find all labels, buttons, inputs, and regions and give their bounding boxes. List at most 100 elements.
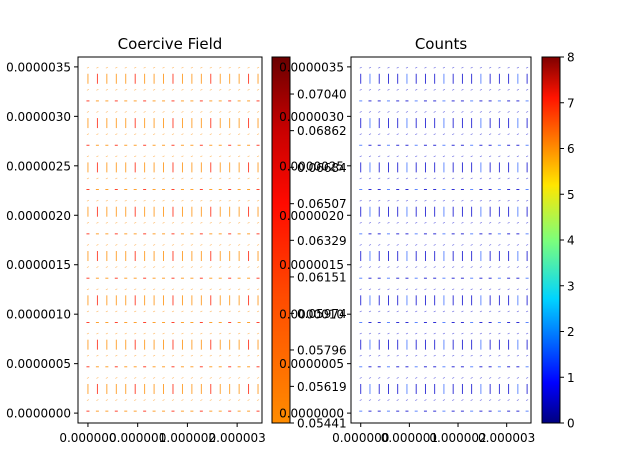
quiver-arrow [162,244,165,246]
quiver-arrow [200,133,203,135]
quiver-arrow [507,310,510,313]
quiver-arrow [470,266,473,268]
quiver-arrow [516,266,520,268]
quiver-arrow [442,221,446,224]
quiver-arrow [498,155,501,158]
quiver-arrow [115,89,118,91]
quiver-arrow [143,310,146,313]
quiver-arrow [96,354,99,357]
quiver-arrow [152,133,156,135]
quiver-arrow [209,310,212,313]
quiver-arrow [415,111,418,113]
quiver-arrow [442,310,446,313]
quiver-arrow [162,199,165,202]
quiver-arrow [498,199,501,202]
quiver-arrow [228,155,231,158]
quiver-arrow [200,177,203,180]
quiver-arrow [498,66,501,69]
quiver-arrow [181,399,184,401]
colorbar-tick-label: 0.06151 [297,270,347,284]
quiver-arrow [387,66,390,69]
quiver-arrow [134,133,137,135]
quiver-arrow [488,89,492,91]
quiver-arrow [516,310,520,313]
quiver-arrow [152,310,156,313]
quiver-arrow [105,221,108,224]
quiver-arrow [181,111,184,113]
quiver-arrow [359,111,362,113]
quiver-arrow [143,66,146,69]
quiver-arrow [162,332,165,335]
quiver-arrow [237,177,241,180]
quiver-arrow [488,377,492,379]
quiver-arrow [525,288,529,291]
quiver-arrow [359,221,362,224]
quiver-arrow [525,89,529,91]
quiver-arrow [470,111,473,113]
quiver-arrow [143,288,146,291]
quiver-arrow [162,399,165,401]
quiver-arrow [171,399,175,401]
x-tick-label: 0.000001 [109,431,166,445]
quiver-arrow [507,66,510,69]
quiver-arrow [498,221,501,224]
quiver-arrow [470,177,473,180]
quiver-arrow [452,399,455,401]
quiver-arrow [247,111,250,113]
quiver-arrow [190,111,194,113]
quiver-arrow [134,155,137,158]
quiver-arrow [405,221,409,224]
quiver-arrow [405,354,409,357]
quiver-arrow [162,377,165,379]
quiver-arrow [228,310,231,313]
quiver-arrow [498,177,501,180]
quiver-arrow [115,221,118,224]
quiver-arrow [190,177,194,180]
quiver-arrow [498,399,501,401]
quiver-arrow [387,399,390,401]
quiver-arrow [96,133,99,135]
quiver-arrow [387,155,390,158]
quiver-arrow [237,310,241,313]
x-axis: 0.0000000.0000010.0000020.000003 [332,423,535,445]
quiver-arrow [256,155,260,158]
quiver-arrow [171,354,175,357]
quiver-arrow [256,133,260,135]
quiver-arrow [525,133,529,135]
quiver-arrow [452,221,455,224]
quiver-arrow [247,133,250,135]
quiver-arrow [396,332,399,335]
quiver-arrow [247,155,250,158]
quiver-arrow [387,377,390,379]
quiver-arrow [105,155,108,158]
quiver-arrow [171,377,175,379]
colorbar-tick-label: 3 [567,279,575,293]
quiver-arrow [237,377,241,379]
quiver-arrow [498,133,501,135]
quiver-arrow [152,111,156,113]
quiver-arrow [96,199,99,202]
quiver-arrow [507,377,510,379]
quiver-arrow [171,244,175,246]
quiver-arrow [115,354,118,357]
quiver-arrow [525,332,529,335]
chart-title: Coercive Field [118,35,223,53]
quiver-arrow [171,332,175,335]
quiver-arrow [219,310,222,313]
quiver-arrow [124,66,127,69]
quiver-arrow [452,111,455,113]
quiver-arrow [424,244,427,246]
y-tick-label: 0.0000025 [6,159,71,173]
y-tick-label: 0.0000010 [6,308,71,322]
quiver-arrow [405,155,409,158]
quiver-arrow [433,66,436,69]
quiver-arrow [359,155,362,158]
quiver-arrow [507,155,510,158]
quiver-arrow [105,332,108,335]
quiver-arrow [488,288,492,291]
quiver-arrow [415,377,418,379]
quiver-arrow [368,354,372,357]
quiver-arrow [124,133,127,135]
quiver-arrow [470,288,473,291]
quiver-arrow [105,310,108,313]
